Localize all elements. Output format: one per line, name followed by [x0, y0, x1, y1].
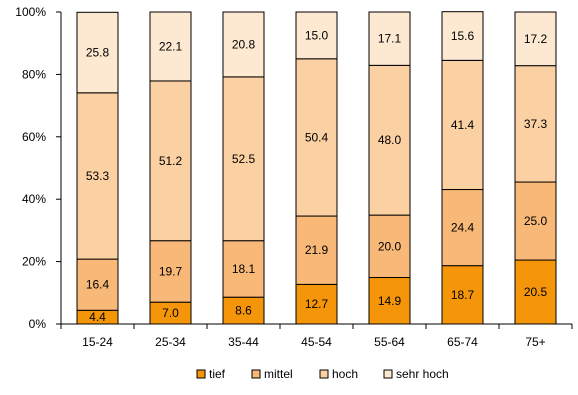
legend-swatch-hoch — [319, 369, 329, 379]
data-label: 16.4 — [86, 278, 110, 292]
data-label: 18.1 — [232, 262, 256, 276]
x-tick-label: 75+ — [525, 335, 545, 349]
bar-segment-mittel — [295, 215, 338, 285]
y-tick-label: 80% — [22, 67, 46, 81]
data-label: 14.9 — [378, 294, 402, 308]
bar-segment-mittel — [368, 214, 411, 279]
legend-label: tief — [209, 367, 226, 381]
data-label: 12.7 — [305, 297, 329, 311]
data-label: 4.4 — [89, 310, 106, 324]
bar-segment-hoch — [149, 80, 192, 242]
data-label: 18.7 — [451, 288, 475, 302]
bar-segment-sehr-hoch — [295, 11, 338, 60]
x-tick-label: 35-44 — [228, 335, 259, 349]
y-tick-label: 100% — [15, 5, 46, 19]
data-label: 37.3 — [524, 117, 548, 131]
bar-segment-mittel — [514, 181, 557, 261]
data-label: 20.8 — [232, 37, 256, 51]
data-label: 48.0 — [378, 133, 402, 147]
data-label: 17.2 — [524, 32, 548, 46]
bar-segment-hoch — [295, 58, 338, 217]
legend-label: sehr hoch — [396, 367, 449, 381]
data-label: 8.6 — [235, 304, 252, 318]
data-label: 7.0 — [162, 306, 179, 320]
data-label: 20.5 — [524, 285, 548, 299]
y-tick-label: 20% — [22, 255, 46, 269]
x-tick-label: 45-54 — [301, 335, 332, 349]
bar-segment-tief — [441, 265, 484, 325]
legend-label: hoch — [332, 367, 358, 381]
legend-label: mittel — [264, 367, 293, 381]
data-label: 52.5 — [232, 152, 256, 166]
bar-segment-hoch — [441, 59, 484, 191]
bar-segment-hoch — [368, 64, 411, 216]
x-tick-label: 25-34 — [155, 335, 186, 349]
bar-segment-tief — [514, 259, 557, 325]
data-label: 25.8 — [86, 46, 110, 60]
data-label: 53.3 — [86, 169, 110, 183]
data-label: 24.4 — [451, 221, 475, 235]
y-tick-label: 40% — [22, 192, 46, 206]
bar-segment-mittel — [222, 240, 265, 298]
x-tick-label: 65-74 — [447, 335, 478, 349]
bar-segment-sehr-hoch — [149, 11, 192, 82]
data-label: 15.6 — [451, 29, 475, 43]
bar-segment-hoch — [514, 65, 557, 183]
data-label: 41.4 — [451, 118, 475, 132]
data-label: 50.4 — [305, 130, 329, 144]
bar-segment-sehr-hoch — [76, 11, 119, 94]
legend-swatch-mittel — [251, 369, 261, 379]
bar-segment-sehr-hoch — [222, 11, 265, 78]
data-label: 15.0 — [305, 28, 329, 42]
bar-segment-tief — [222, 296, 265, 325]
data-label: 21.9 — [305, 243, 329, 257]
x-tick-label: 15-24 — [82, 335, 113, 349]
data-label: 19.7 — [159, 264, 183, 278]
data-label: 17.1 — [378, 32, 402, 46]
legend-swatch-sehr-hoch — [383, 369, 393, 379]
legend-swatch-tief — [196, 369, 206, 379]
bar-segment-sehr-hoch — [368, 11, 411, 66]
bar-segment-sehr-hoch — [514, 11, 557, 67]
y-tick-label: 0% — [29, 317, 47, 331]
bar-segment-sehr-hoch — [441, 11, 484, 61]
data-label: 25.0 — [524, 214, 548, 228]
data-label: 20.0 — [378, 239, 402, 253]
x-tick-label: 55-64 — [374, 335, 405, 349]
data-label: 51.2 — [159, 154, 183, 168]
y-tick-label: 60% — [22, 130, 46, 144]
data-label: 22.1 — [159, 39, 183, 53]
bar-segment-hoch — [76, 92, 119, 260]
